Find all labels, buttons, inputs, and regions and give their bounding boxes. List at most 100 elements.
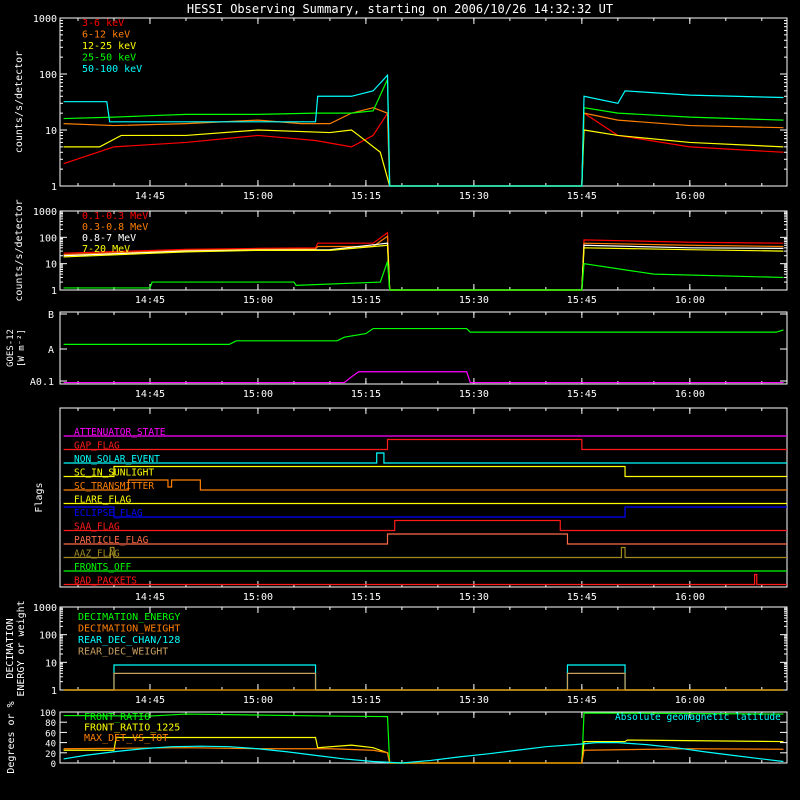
x-tick-label: 15:15 bbox=[351, 191, 381, 202]
annotation-geomagnetic-latitude: Absolute geomagnetic latitude bbox=[615, 712, 781, 723]
x-tick-label: 15:45 bbox=[567, 295, 597, 306]
flag-line-sc-in-sunlight bbox=[63, 465, 787, 478]
x-tick-label: 16:00 bbox=[675, 389, 705, 400]
x-tick-label: 15:00 bbox=[243, 389, 273, 400]
legend-0-3-0-8-mev: 0.3-0.8 MeV bbox=[82, 222, 148, 233]
flag-label-fronts-off: FRONTS_OFF bbox=[74, 562, 131, 573]
flag-line-particle-flag bbox=[63, 533, 787, 545]
x-tick-label: 15:30 bbox=[459, 191, 489, 202]
y-tick-label: 1000 bbox=[33, 207, 57, 218]
flag-label-sc-in-sunlight: SC_IN_SUNLIGHT bbox=[74, 468, 154, 479]
figure-title: HESSI Observing Summary, starting on 200… bbox=[187, 2, 613, 16]
series-25-50-kev bbox=[63, 79, 784, 187]
x-tick-label: 15:15 bbox=[351, 695, 381, 706]
y-tick-label: 100 bbox=[39, 233, 57, 244]
legend-decimation-weight: DECIMATION_WEIGHT bbox=[78, 624, 180, 635]
x-tick-label: 16:00 bbox=[675, 695, 705, 706]
x-tick-label: 15:15 bbox=[351, 389, 381, 400]
y-tick-label: 100 bbox=[39, 631, 57, 642]
flag-label-sc-transmitter: SC_TRANSMITTER bbox=[74, 481, 154, 492]
series-12-25-kev bbox=[63, 129, 784, 187]
flag-label-eclipse-flag: ECLIPSE_FLAG bbox=[74, 508, 143, 519]
flag-label-gap-flag: GAP_FLAG bbox=[74, 441, 120, 452]
legend-front-ratio: FRONT_RATIO bbox=[84, 712, 150, 723]
flag-line-sc-transmitter bbox=[63, 479, 787, 491]
x-tick-label: 14:45 bbox=[135, 592, 165, 603]
x-tick-label: 15:45 bbox=[567, 695, 597, 706]
legend-max-det-vs-tot: MAX_DET_VS_TOT bbox=[84, 733, 168, 744]
x-tick-label: 15:15 bbox=[351, 295, 381, 306]
legend-7-20-mev: 7-20 MeV bbox=[82, 244, 130, 255]
series-max-det-vs-tot bbox=[63, 747, 784, 764]
y-axis-label: DECIMATION bbox=[5, 618, 16, 678]
legend-0-1-0-3-mev: 0.1-0.3 MeV bbox=[82, 211, 148, 222]
x-tick-label: 15:00 bbox=[243, 191, 273, 202]
y-tick-label: 10 bbox=[45, 126, 57, 137]
flag-label-bad-packets: BAD_PACKETS bbox=[74, 576, 137, 587]
x-tick-label: 14:45 bbox=[135, 389, 165, 400]
panel-goes: 14:45 15:00 15:15 15:30 15:45 16:00 B A A0.1 GOES… bbox=[6, 310, 788, 400]
series-goes-high bbox=[63, 371, 784, 384]
x-tick-label: 14:45 bbox=[135, 695, 165, 706]
flag-line-saa-flag bbox=[63, 519, 787, 532]
x-tick-label: 15:30 bbox=[459, 695, 489, 706]
flag-line-aaz-flag bbox=[63, 546, 787, 559]
y-axis-label: Flags bbox=[34, 482, 45, 512]
x-tick-label: 16:00 bbox=[675, 191, 705, 202]
y-tick-label: 10 bbox=[45, 658, 57, 669]
x-tick-label: 15:30 bbox=[459, 389, 489, 400]
legend-front-ratio-1225: FRONT_RATIO_1225 bbox=[84, 723, 180, 734]
x-tick-label: 14:45 bbox=[135, 191, 165, 202]
y-tick-label: 1 bbox=[51, 286, 57, 297]
y-tick-label: 0 bbox=[51, 760, 56, 770]
panel-lightcurve-low: 14:45 15:00 15:15 15:30 15:45 16:00 1 10 100 1000… bbox=[14, 14, 788, 202]
flag-line-gap-flag bbox=[63, 438, 787, 451]
flag-label-non-solar-event: NON_SOLAR_EVENT bbox=[74, 454, 160, 465]
y-tick-label: 80 bbox=[45, 719, 56, 729]
series-front-ratio-1225 bbox=[63, 736, 784, 764]
y-axis-label: GOES-12 bbox=[6, 329, 16, 367]
series-0-1-0-3-mev bbox=[63, 231, 784, 291]
x-tick-label: 16:00 bbox=[675, 295, 705, 306]
x-tick-label: 15:00 bbox=[243, 695, 273, 706]
panel-goes-frame bbox=[59, 311, 788, 385]
flag-line-non-solar-event bbox=[63, 452, 787, 464]
x-tick-label: 15:00 bbox=[243, 295, 273, 306]
x-tick-label: 15:45 bbox=[567, 191, 597, 202]
y-tick-label: 100 bbox=[40, 709, 56, 719]
y-tick-label: B bbox=[48, 310, 54, 321]
legend-3-6-kev: 3-6 keV bbox=[82, 18, 124, 29]
legend-50-100-kev: 50-100 keV bbox=[82, 64, 142, 75]
series-6-12-kev bbox=[63, 107, 784, 187]
x-tick-label: 15:30 bbox=[459, 295, 489, 306]
y-tick-label: 1000 bbox=[33, 603, 57, 614]
panel-flags: 14:45 15:00 15:15 15:30 15:45 16:00 Flags ATTEN… bbox=[34, 407, 788, 603]
flag-label-aaz-flag: AAZ_FLAG bbox=[74, 549, 120, 560]
y-axis-label: counts/s/detector bbox=[14, 199, 25, 301]
flag-line-bad-packets bbox=[63, 573, 787, 586]
legend-25-50-kev: 25-50 keV bbox=[82, 53, 136, 64]
y-tick-label: 1000 bbox=[33, 14, 57, 25]
y-axis-label-2: ENERGY or weight bbox=[16, 600, 27, 696]
panel-decimation: 14:45 15:00 15:15 15:30 15:45 16:00 1 10 100 1000… bbox=[5, 600, 788, 706]
y-tick-label: 1 bbox=[51, 686, 57, 697]
series-front-ratio bbox=[63, 712, 784, 764]
flag-label-particle-flag: PARTICLE_FLAG bbox=[74, 535, 149, 546]
flag-label-flare-flag: FLARE_FLAG bbox=[74, 495, 131, 506]
series-green-low bbox=[63, 261, 784, 291]
y-axis-unit: [W m⁻²] bbox=[17, 329, 27, 367]
series-absolute-geomagnetic-latitude bbox=[63, 741, 784, 764]
y-axis-label: Degrees or % bbox=[6, 701, 17, 773]
flag-line-eclipse-flag bbox=[63, 506, 787, 518]
y-tick-label: 20 bbox=[45, 750, 56, 760]
y-tick-label: 100 bbox=[39, 70, 57, 81]
y-tick-label: 1 bbox=[51, 182, 57, 193]
x-tick-label: 15:00 bbox=[243, 592, 273, 603]
legend-decimation-energy: DECIMATION_ENERGY bbox=[78, 612, 180, 623]
y-tick-label: 10 bbox=[45, 260, 57, 271]
series-3-6-kev bbox=[63, 111, 784, 187]
x-tick-label: 15:30 bbox=[459, 592, 489, 603]
flag-label-attenuator-state: ATTENUATOR_STATE bbox=[74, 427, 166, 438]
